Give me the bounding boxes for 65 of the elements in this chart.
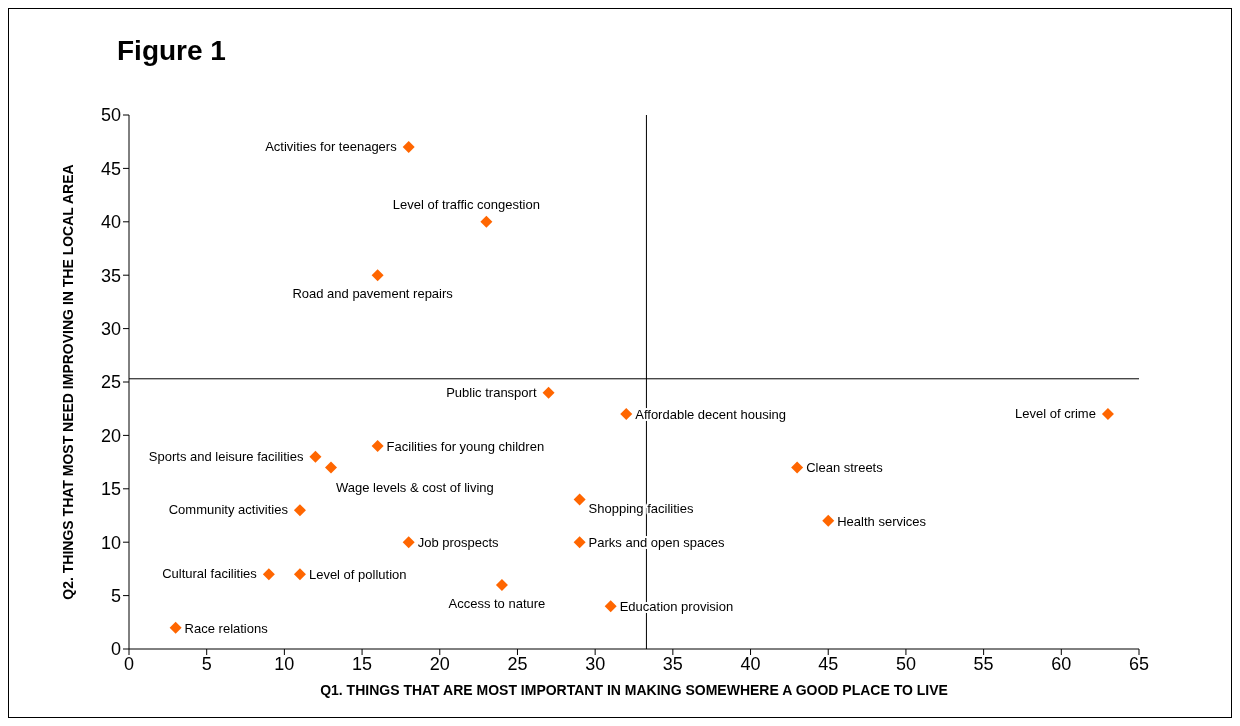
annotation: Public transport xyxy=(446,384,537,400)
x-tick-label: 20 xyxy=(429,653,450,674)
point xyxy=(822,514,835,527)
x-tick-label: 50 xyxy=(895,653,916,674)
annotation: Shopping facilities xyxy=(588,501,694,517)
annotation: Level of traffic congestion xyxy=(392,196,540,212)
x-tick-label: 40 xyxy=(740,653,761,674)
x-tick-label: 25 xyxy=(507,653,528,674)
y-tick-label: 5 xyxy=(110,585,121,606)
point xyxy=(620,408,633,421)
annotation: Community activities xyxy=(168,502,289,518)
point xyxy=(293,504,306,517)
point xyxy=(542,386,555,399)
chart-title: Figure 1 xyxy=(117,35,226,67)
annotation: Access to nature xyxy=(448,595,546,611)
y-tick-label: 45 xyxy=(100,158,121,179)
y-tick-label: 30 xyxy=(100,318,121,339)
annotation: Clean streets xyxy=(806,460,884,476)
x-tick-label: 65 xyxy=(1128,653,1150,674)
annotation: Job prospects xyxy=(417,535,500,551)
annotation: Level of crime xyxy=(1015,406,1096,422)
point xyxy=(791,461,804,474)
x-tick-label: 30 xyxy=(585,653,606,674)
annotation: Level of pollution xyxy=(308,567,407,583)
y-tick-label: 40 xyxy=(100,212,121,233)
y-tick-label: 15 xyxy=(100,479,121,500)
annotation: Race relations xyxy=(184,620,269,636)
annotation: Activities for teenagers xyxy=(265,139,398,155)
x-tick-label: 0 xyxy=(123,653,135,674)
x-tick-label: 35 xyxy=(662,653,683,674)
point xyxy=(573,536,586,549)
point xyxy=(293,568,306,581)
point xyxy=(325,461,337,474)
annotation: Cultural facilities xyxy=(162,566,258,582)
x-tick-label: 45 xyxy=(818,653,839,674)
y-tick-label: 50 xyxy=(100,105,121,126)
x-axis-title: Q1. THINGS THAT ARE MOST IMPORTANT IN MAKING SOMEWHERE A GOOD PLACE TO LIVE xyxy=(320,682,948,698)
annotation: Road and pavement repairs xyxy=(292,286,454,302)
point xyxy=(402,536,415,549)
point xyxy=(169,621,182,634)
point xyxy=(480,215,493,228)
point xyxy=(371,269,384,282)
annotation: Facilities for young children xyxy=(386,439,545,455)
x-tick-label: 55 xyxy=(973,653,994,674)
point xyxy=(262,568,275,581)
y-tick-label: 35 xyxy=(100,265,121,286)
point xyxy=(309,450,322,463)
x-tick-label: 10 xyxy=(274,653,295,674)
point xyxy=(371,440,384,453)
point xyxy=(604,600,617,613)
x-tick-label: 5 xyxy=(201,653,212,674)
point xyxy=(1101,408,1114,421)
point xyxy=(402,141,415,154)
x-tick-label: 15 xyxy=(352,653,373,674)
point xyxy=(495,578,508,591)
annotation: Health services xyxy=(837,513,927,529)
annotation: Wage levels & cost of living xyxy=(336,480,494,496)
y-tick-label: 0 xyxy=(110,639,121,660)
y-tick-label: 10 xyxy=(100,532,121,553)
y-axis-title: Q2. THINGS THAT MOST NEED IMPROVING IN THE LOCAL AREA xyxy=(59,164,76,600)
y-tick-label: 20 xyxy=(100,425,121,446)
point xyxy=(573,493,586,506)
annotation: Sports and leisure facilities xyxy=(148,448,304,464)
y-tick-label: 25 xyxy=(100,372,121,393)
x-tick-label: 60 xyxy=(1051,653,1072,674)
